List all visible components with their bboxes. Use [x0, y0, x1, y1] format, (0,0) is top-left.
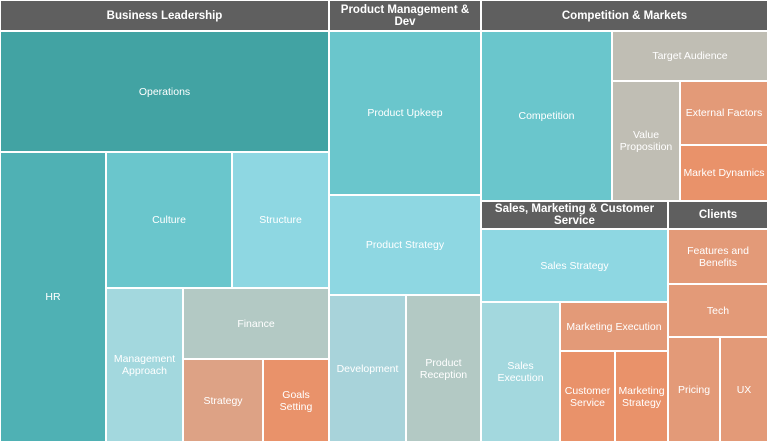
- cell-label: Management Approach: [113, 353, 176, 377]
- cell-label: Customer Service: [564, 384, 611, 409]
- cell-label: Competition: [518, 110, 575, 122]
- treemap-cell-product-upkeep: Product Upkeep: [329, 31, 481, 195]
- cell-label: Target Audience: [652, 50, 728, 62]
- treemap-cell-sales-execution: Sales Execution: [481, 302, 560, 442]
- cell-label: Structure: [259, 214, 302, 226]
- treemap-cell-sales-strategy: Sales Strategy: [481, 229, 668, 302]
- treemap-cell-customer-service: Customer Service: [560, 351, 615, 442]
- group-header-sales-marketing-and-customer-service: Sales, Marketing & Customer Service: [481, 201, 668, 229]
- cell-label: Market Dynamics: [683, 167, 765, 179]
- treemap-cell-culture: Culture: [106, 152, 232, 288]
- cell-label: Features and Benefits: [687, 244, 749, 269]
- treemap-cell-tech: Tech: [668, 284, 768, 337]
- cell-label: Marketing Strategy: [618, 384, 665, 409]
- cell-label: Product Reception: [419, 356, 468, 381]
- treemap-cell-product-strategy: Product Strategy: [329, 195, 481, 295]
- treemap-cell-marketing-execution: Marketing Execution: [560, 302, 668, 351]
- treemap-cell-goals-setting: Goals Setting: [263, 359, 329, 442]
- cell-label: Sales Execution: [497, 360, 544, 384]
- cell-label: Marketing Execution: [566, 320, 662, 333]
- treemap-cell-structure: Structure: [232, 152, 329, 288]
- cell-label: Finance: [237, 317, 275, 330]
- cell-label: External Factors: [685, 107, 763, 119]
- treemap-cell-competition: Competition: [481, 31, 612, 201]
- cell-label: Culture: [152, 214, 186, 226]
- treemap-cell-target-audience: Target Audience: [612, 31, 768, 81]
- cell-label: Operations: [138, 85, 191, 98]
- treemap-cell-strategy: Strategy: [183, 359, 263, 442]
- cell-label: Product Strategy: [365, 239, 445, 251]
- group-header-product-management-and-dev: Product Management & Dev: [329, 0, 481, 31]
- cell-label: Tech: [706, 304, 730, 317]
- treemap-cell-development: Development: [329, 295, 406, 442]
- cell-label: Product Upkeep: [367, 107, 443, 119]
- treemap-cell-value-proposition: Value Proposition: [612, 81, 680, 201]
- cell-label: Sales Strategy: [540, 259, 609, 272]
- cell-label: UX: [736, 383, 752, 396]
- treemap-cell-management-approach: Management Approach: [106, 288, 183, 442]
- treemap-cell-marketing-strategy: Marketing Strategy: [615, 351, 668, 442]
- treemap-cell-hr: HR: [0, 152, 106, 442]
- treemap-cell-pricing: Pricing: [668, 337, 720, 442]
- cell-label: HR: [45, 291, 61, 303]
- treemap-cell-operations: Operations: [0, 31, 329, 152]
- treemap-cell-external-factors: External Factors: [680, 81, 768, 145]
- group-header-competition-and-markets: Competition & Markets: [481, 0, 768, 31]
- treemap-cell-market-dynamics: Market Dynamics: [680, 145, 768, 201]
- cell-label: Pricing: [677, 383, 711, 396]
- cell-label: Development: [336, 362, 399, 375]
- treemap-cell-product-reception: Product Reception: [406, 295, 481, 442]
- treemap-cell-ux: UX: [720, 337, 768, 442]
- treemap-cell-finance: Finance: [183, 288, 329, 359]
- cell-label: Strategy: [203, 394, 243, 407]
- treemap-cell-features-and-benefits: Features and Benefits: [668, 229, 768, 284]
- group-header-business-leadership: Business Leadership: [0, 0, 329, 31]
- group-header-clients: Clients: [668, 201, 768, 229]
- cell-label: Goals Setting: [279, 388, 313, 413]
- cell-label: Value Proposition: [619, 129, 673, 153]
